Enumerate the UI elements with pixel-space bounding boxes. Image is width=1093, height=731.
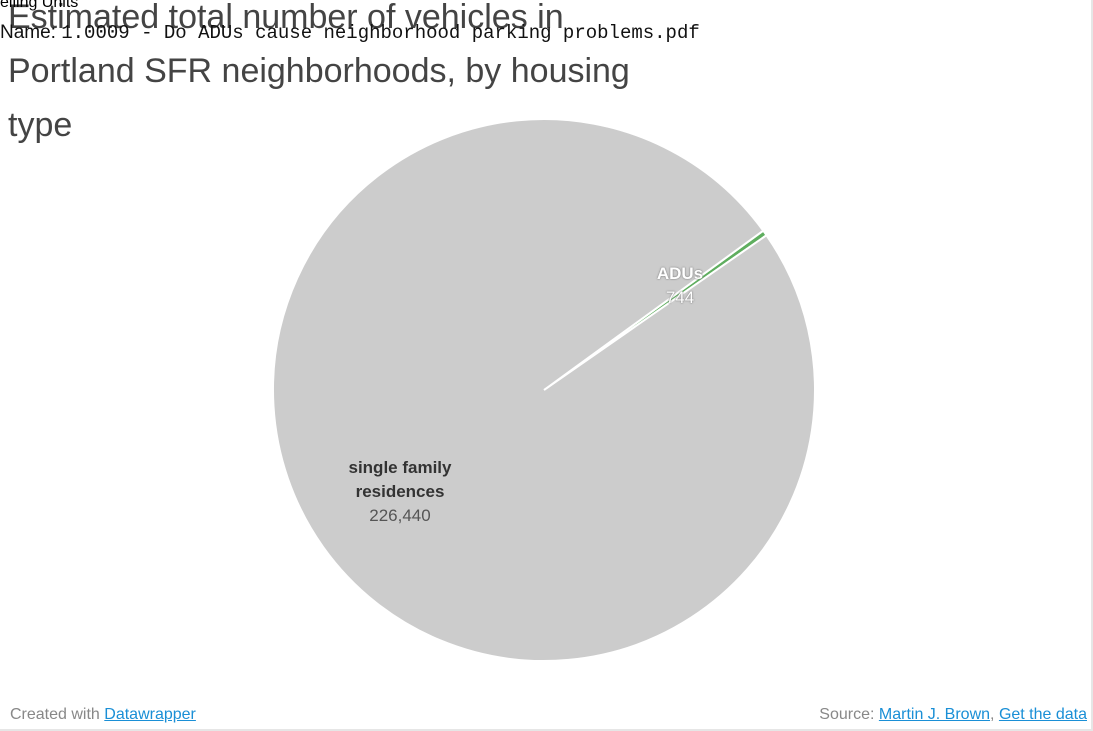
- slice-name: ADUs: [656, 264, 704, 283]
- chart-title: Estimated total number of vehicles in Po…: [8, 0, 630, 144]
- slice-label: single family residences 226,440: [320, 456, 480, 528]
- slice-value: 226,440: [369, 506, 431, 525]
- slice-label: ADUs 744: [630, 262, 730, 310]
- overlay-label: Name:: [0, 22, 56, 43]
- overlay-text: elling Units: [0, 0, 79, 11]
- slice-name: single family residences: [348, 458, 452, 501]
- footer-text: Created with: [10, 706, 100, 723]
- pie-slice: [272, 118, 816, 662]
- footer-text: Source:: [819, 706, 875, 723]
- overlay-filename: Name: 1.0009 - Do ADUs cause neighborhoo…: [0, 22, 700, 44]
- footer-credit: Created with Datawrapper: [10, 706, 196, 724]
- link[interactable]: Get the data: [998, 706, 1087, 723]
- link[interactable]: Martin J. Brown: [878, 706, 991, 723]
- slice-value: 744: [665, 288, 695, 307]
- overlay-file: 1.0009 - Do ADUs cause neighborhood park…: [61, 22, 700, 44]
- link[interactable]: Datawrapper: [104, 706, 196, 723]
- footer-source: Source: Martin J. Brown, Get the data: [819, 706, 1087, 724]
- separator: ,: [990, 706, 995, 723]
